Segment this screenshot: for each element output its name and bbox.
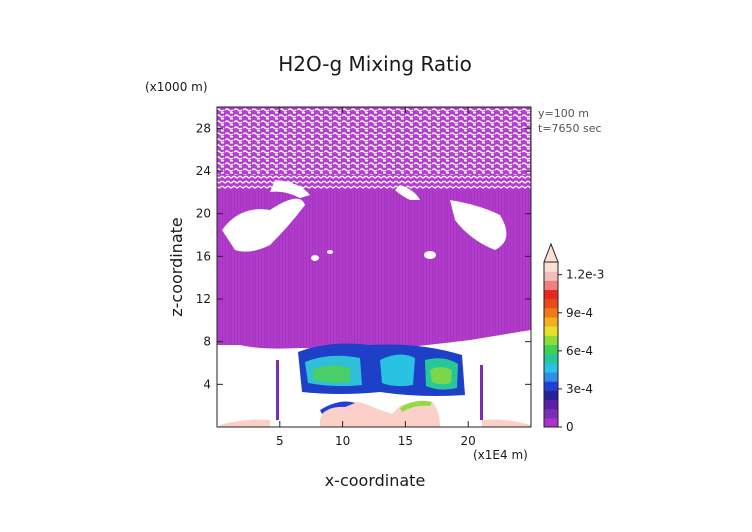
colorbar-label: 0	[566, 420, 574, 434]
colorbar-swatch	[544, 362, 558, 373]
y-tick-label: 20	[196, 207, 211, 221]
y-tick-label: 28	[196, 121, 211, 135]
colorbar-arrow	[543, 242, 559, 263]
plot-frame	[216, 106, 532, 428]
colorbar-swatch	[544, 289, 558, 300]
x-tick-label: 15	[398, 434, 413, 448]
colorbar-label: 9e-4	[566, 306, 593, 320]
x-axis: 5 10 15 20	[276, 107, 476, 448]
colorbar-swatch	[544, 335, 558, 345]
annotation-t: t=7650 sec	[538, 122, 602, 135]
colorbar-swatch	[544, 280, 558, 290]
x-axis-label: x-coordinate	[325, 471, 426, 490]
y-axis-label: z-coordinate	[167, 217, 186, 317]
colorbar-swatch	[544, 307, 558, 318]
colorbar-swatch	[544, 381, 558, 391]
colorbar-swatch	[544, 262, 558, 272]
colorbar-swatch	[544, 298, 558, 309]
y-axis: 4 8 12 16 20 24 28	[196, 121, 531, 391]
chart-title: H2O-g Mixing Ratio	[278, 52, 472, 76]
y-units-label: (x1000 m)	[145, 80, 208, 94]
colorbar-swatch	[544, 271, 558, 281]
colorbar: 1.2e-3 9e-4 6e-4 3e-4 0	[543, 242, 604, 434]
x-tick-label: 20	[461, 434, 476, 448]
colorbar-frame	[543, 261, 559, 428]
colorbar-swatch	[544, 326, 558, 336]
colorbar-swatch	[544, 372, 558, 382]
heatmap-field	[217, 107, 531, 427]
colorbar-swatch	[544, 417, 558, 428]
colorbar-swatch	[544, 399, 558, 410]
y-tick-label: 24	[196, 164, 211, 178]
x-units-label: (x1E4 m)	[473, 448, 528, 462]
colorbar-swatch	[544, 344, 558, 355]
y-tick-label: 12	[196, 292, 211, 306]
x-tick-label: 10	[335, 434, 350, 448]
colorbar-swatch	[544, 317, 558, 327]
y-tick-label: 16	[196, 249, 211, 263]
y-tick-label: 8	[203, 335, 211, 349]
annotation-y: y=100 m	[538, 107, 589, 120]
colorbar-swatch	[544, 353, 558, 364]
colorbar-label: 1.2e-3	[566, 268, 604, 282]
colorbar-swatch	[544, 408, 558, 419]
colorbar-swatch	[544, 390, 558, 400]
colorbar-label: 6e-4	[566, 344, 593, 358]
colorbar-label: 3e-4	[566, 382, 593, 396]
x-tick-label: 5	[276, 434, 284, 448]
y-tick-label: 4	[203, 377, 211, 391]
